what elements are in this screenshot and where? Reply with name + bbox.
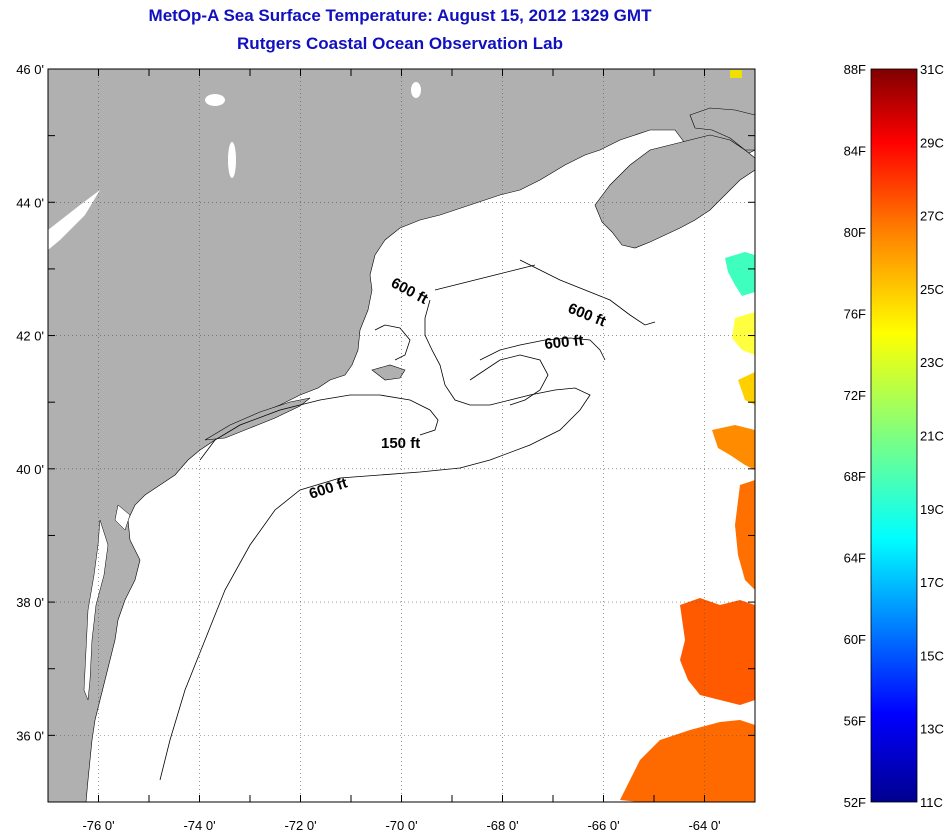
colorbar-f-label: 52F: [844, 795, 866, 810]
colorbar: [870, 68, 918, 803]
lat-tick-label: 42 0': [16, 329, 44, 344]
map-title: MetOp-A Sea Surface Temperature: August …: [148, 6, 652, 25]
colorbar-c-label: 23C: [920, 355, 944, 370]
land-cape-cod: [371, 364, 406, 381]
land-cape-breton: [689, 107, 755, 151]
lat-tick-label: 36 0': [16, 728, 44, 743]
colorbar-f-label: 84F: [844, 143, 866, 158]
land-nova-scotia: [594, 134, 755, 249]
lon-tick-label: -70 0': [385, 818, 417, 833]
contour-label: 150 ft: [381, 435, 420, 452]
delaware-bay: [114, 504, 131, 531]
colorbar-f-label: 64F: [844, 551, 866, 566]
colorbar-celsius-labels: 31C 29C 27C 25C 23C 21C 19C 17C 15C 13C 11C: [920, 62, 944, 810]
colorbar-c-label: 17C: [920, 575, 944, 590]
lon-tick-label: -66 0': [587, 818, 619, 833]
colorbar-c-label: 21C: [920, 429, 944, 444]
colorbar-f-label: 56F: [844, 714, 866, 729]
contour-label: 600 ft: [544, 332, 585, 353]
colorbar-c-label: 31C: [920, 62, 944, 77]
lake: [411, 82, 421, 98]
sst-data: [620, 70, 755, 802]
lat-tick-label: 40 0': [16, 462, 44, 477]
colorbar-f-label: 80F: [844, 225, 866, 240]
colorbar-f-label: 72F: [844, 388, 866, 403]
lat-tick-label: 38 0': [16, 595, 44, 610]
lat-tick-label: 44 0': [16, 195, 44, 210]
chesapeake-bay: [83, 519, 109, 701]
colorbar-c-label: 19C: [920, 502, 944, 517]
map-subtitle: Rutgers Coastal Ocean Observation Lab: [237, 34, 563, 53]
latitude-labels: 46 0' 44 0' 42 0' 40 0' 38 0' 36 0': [16, 62, 755, 803]
lon-tick-label: -64 0': [688, 818, 720, 833]
lon-tick-label: -76 0': [82, 818, 114, 833]
lon-tick-label: -74 0': [183, 818, 215, 833]
lon-tick-label: -72 0': [284, 818, 316, 833]
lat-tick-label: 46 0': [16, 62, 44, 77]
colorbar-f-label: 88F: [844, 62, 866, 77]
colorbar-f-label: 60F: [844, 632, 866, 647]
lake: [205, 94, 225, 106]
colorbar-c-label: 27C: [920, 209, 944, 224]
land-long-island: [204, 397, 311, 441]
colorbar-f-label: 76F: [844, 306, 866, 321]
bathymetry-contours: [159, 259, 656, 781]
colorbar-fahrenheit-labels: 88F 84F 80F 76F 72F 68F 64F 60F 56F 52F: [844, 62, 866, 810]
colorbar-c-label: 29C: [920, 135, 944, 150]
colorbar-c-label: 11C: [920, 795, 943, 810]
colorbar-c-label: 15C: [920, 648, 944, 663]
lake: [48, 190, 100, 250]
lake: [228, 142, 236, 178]
land-mainland: [48, 69, 755, 802]
lon-tick-label: -68 0': [486, 818, 518, 833]
colorbar-c-label: 25C: [920, 282, 944, 297]
longitude-labels: -76 0' -74 0' -72 0' -70 0' -68 0' -66 0' -64 …: [47, 69, 756, 833]
colorbar-f-label: 68F: [844, 469, 866, 484]
colorbar-c-label: 13C: [920, 722, 944, 737]
